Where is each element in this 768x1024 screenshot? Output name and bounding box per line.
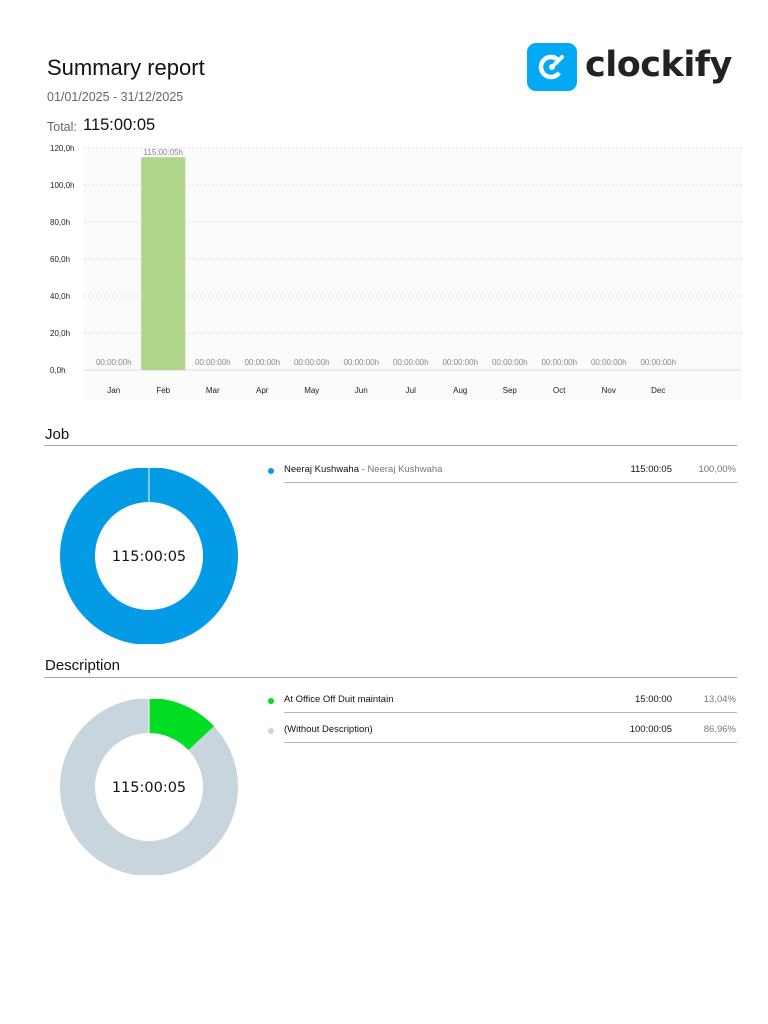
x-tick-label: Sep [503, 386, 518, 395]
job-donut-chart: 115:00:05 [59, 468, 238, 644]
description-donut-chart: 115:00:05 [60, 699, 238, 875]
legend-percent: 100,00% [698, 464, 736, 475]
page-title: Summary report [47, 55, 205, 80]
legend-dot [268, 698, 274, 704]
y-tick-label: 80,0h [50, 218, 70, 227]
legend-percent: 13,04% [703, 694, 736, 705]
legend-divider [284, 742, 737, 743]
description-section-divider [44, 677, 737, 678]
y-tick-label: 0,0h [50, 366, 66, 375]
date-range: 01/01/2025 - 31/12/2025 [47, 90, 184, 104]
total-value: 115:00:05 [83, 116, 156, 134]
x-tick-label: Mar [206, 386, 220, 395]
x-tick-label: Aug [453, 386, 467, 395]
legend-duration: 15:00:00 [635, 694, 672, 705]
donut-slice [149, 699, 215, 751]
legend-divider [284, 482, 737, 483]
legend-duration: 100:00:05 [629, 724, 672, 735]
legend-subname: - Neeraj Kushwaha [359, 464, 443, 475]
y-tick-label: 40,0h [50, 292, 70, 301]
x-tick-label: Jun [355, 386, 368, 395]
y-tick-label: 60,0h [50, 255, 70, 264]
bar-data-label: 00:00:00h [195, 358, 231, 367]
donut-center-label: 115:00:05 [112, 780, 186, 796]
clockify-logo: clockify [527, 43, 732, 93]
y-tick-label: 20,0h [50, 329, 70, 338]
legend-duration: 115:00:05 [630, 464, 672, 475]
x-tick-label: Nov [602, 386, 616, 395]
description-section-title: Description [45, 657, 121, 674]
legend-percent: 86,96% [703, 724, 736, 735]
total-label: Total: [47, 120, 77, 134]
legend-dot [268, 468, 274, 474]
x-tick-label: Jul [406, 386, 416, 395]
bar-data-label: 00:00:00h [442, 358, 478, 367]
bar-data-label: 00:00:00h [294, 358, 330, 367]
legend-dot [268, 728, 274, 734]
x-tick-label: Oct [553, 386, 566, 395]
donut-slice [60, 699, 238, 875]
bar-data-label: 115:00:05h [144, 148, 183, 157]
x-tick-label: Feb [156, 386, 170, 395]
bar-data-label: 00:00:00h [343, 358, 379, 367]
x-tick-label: Apr [256, 386, 269, 395]
bar-data-label: 00:00:00h [640, 358, 676, 367]
x-tick-label: Dec [651, 386, 665, 395]
x-tick-label: May [304, 386, 319, 395]
legend-name: Neeraj Kushwaha - Neeraj Kushwaha [284, 464, 443, 475]
y-tick-label: 120,0h [50, 144, 74, 153]
logo-text: clockify [585, 45, 732, 85]
clockify-logo-icon [527, 43, 577, 91]
job-section-divider [44, 445, 737, 446]
bar-data-label: 00:00:00h [541, 358, 577, 367]
y-tick-label: 100,0h [50, 181, 74, 190]
bar-feb [141, 157, 186, 370]
bar-data-label: 00:00:00h [591, 358, 627, 367]
legend-name: At Office Off Duit maintain [284, 694, 394, 705]
bar-data-label: 00:00:00h [96, 358, 132, 367]
donut-center-label: 115:00:05 [112, 549, 186, 565]
job-section-title: Job [45, 426, 70, 443]
donut-slice [59, 468, 238, 644]
bar-data-label: 00:00:00h [244, 358, 280, 367]
legend-divider [284, 712, 737, 713]
x-tick-label: Jan [107, 386, 120, 395]
legend-name: (Without Description) [284, 724, 373, 735]
bar-data-label: 00:00:00h [492, 358, 528, 367]
bar-data-label: 00:00:00h [393, 358, 429, 367]
monthly-bar-chart: 0,0h 20,0h 40,0h 60,0h 80,0h 100,0h 120,0h 00:0… [50, 144, 742, 400]
